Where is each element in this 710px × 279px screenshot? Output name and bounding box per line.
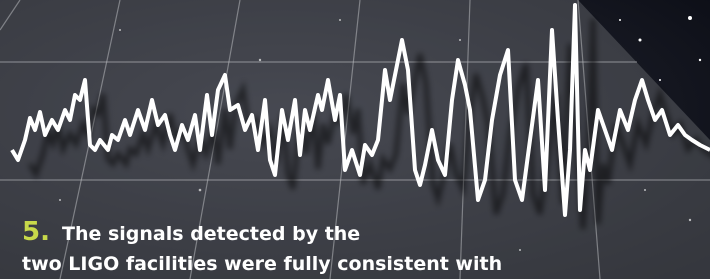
- caption-number: 5.: [22, 217, 50, 247]
- scene: 5. The signals detected by the two LIGO …: [0, 0, 710, 279]
- caption-line: two LIGO facilities were fully consisten…: [22, 253, 502, 275]
- caption-line: The signals detected by the: [62, 223, 360, 245]
